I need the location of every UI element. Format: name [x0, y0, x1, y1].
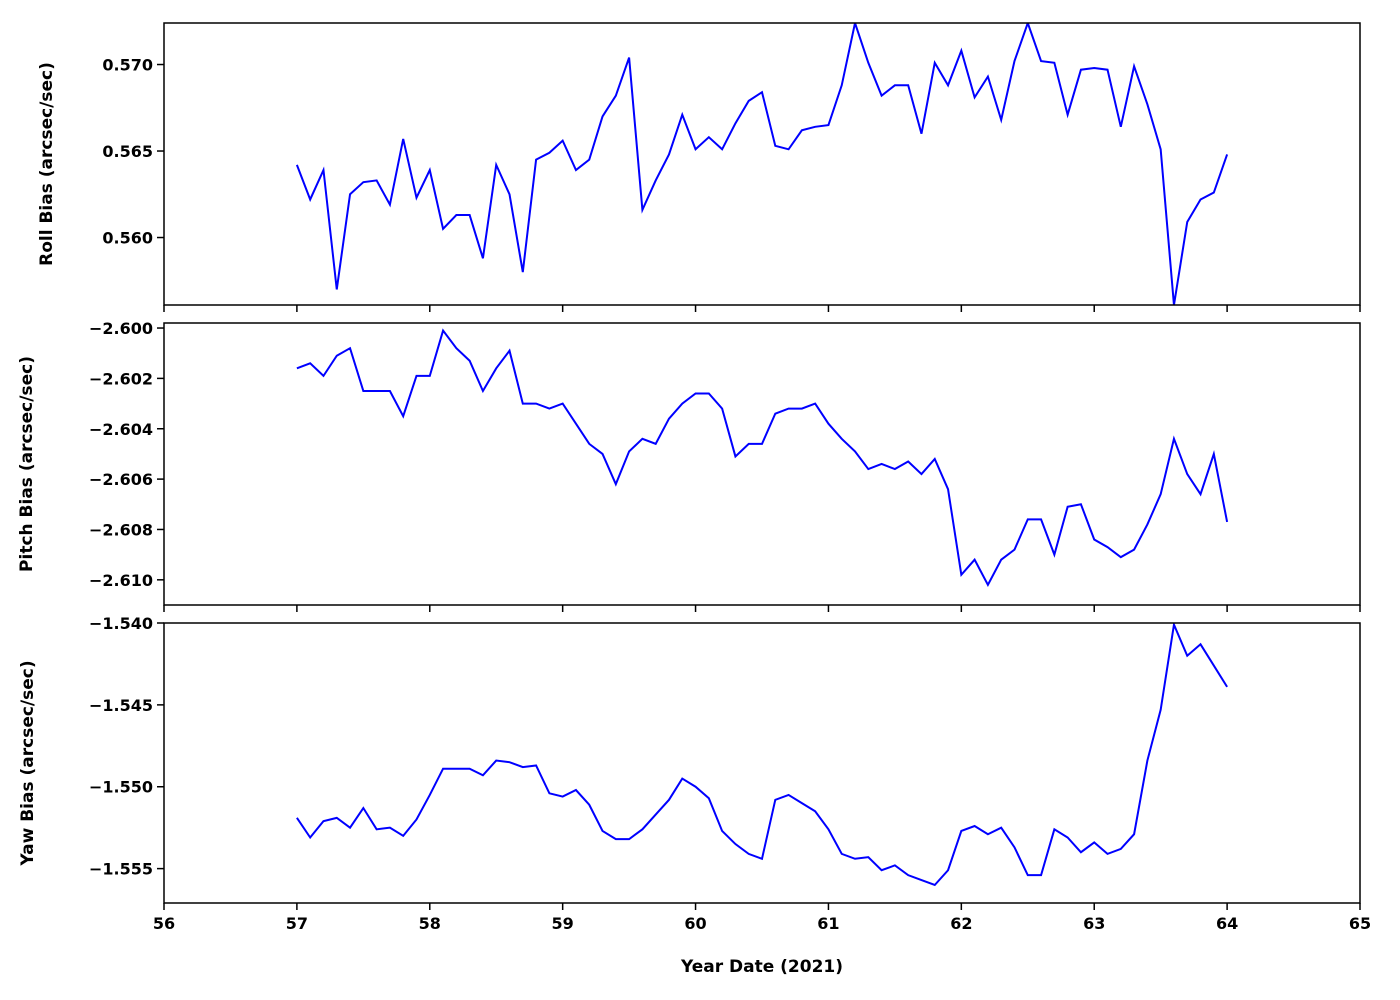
- y-tick-label: −2.602: [89, 369, 153, 388]
- y-axis-label: Roll Bias (arcsec/sec): [37, 62, 57, 266]
- x-tick-label: 59: [552, 914, 574, 933]
- x-axis-label: Year Date (2021): [680, 957, 843, 977]
- y-tick-label: −1.550: [89, 778, 153, 797]
- x-tick-label: 56: [153, 914, 175, 933]
- plot-frame: [163, 22, 1361, 306]
- y-axis-label: Yaw Bias (arcsec/sec): [18, 660, 38, 866]
- x-tick-label: 64: [1216, 914, 1238, 933]
- plot-frame: [163, 622, 1361, 904]
- plot-frame: [163, 322, 1361, 606]
- y-tick-label: −2.600: [89, 319, 153, 338]
- y-tick-label: 0.560: [102, 229, 153, 248]
- x-tick-label: 58: [419, 914, 441, 933]
- y-tick-label: −1.540: [89, 614, 153, 633]
- data-line: [296, 328, 1229, 588]
- y-axis-label: Pitch Bias (arcsec/sec): [17, 356, 37, 572]
- y-tick-label: −2.606: [89, 470, 153, 489]
- y-tick-label: −1.545: [89, 696, 153, 715]
- x-tick-label: 57: [286, 914, 308, 933]
- y-tick-label: −2.610: [89, 571, 153, 590]
- data-line: [296, 623, 1228, 887]
- y-tick-label: −2.608: [89, 520, 153, 539]
- x-tick-label: 61: [817, 914, 839, 933]
- y-tick-label: 0.565: [102, 142, 153, 161]
- y-tick-label: 0.570: [102, 56, 153, 75]
- x-tick-label: 65: [1349, 914, 1371, 933]
- y-tick-label: −1.555: [89, 860, 153, 879]
- x-tick-label: 60: [684, 914, 706, 933]
- data-line: [295, 23, 1229, 305]
- x-tick-label: 62: [950, 914, 972, 933]
- y-tick-label: −2.604: [89, 420, 153, 439]
- x-tick-label: 63: [1083, 914, 1105, 933]
